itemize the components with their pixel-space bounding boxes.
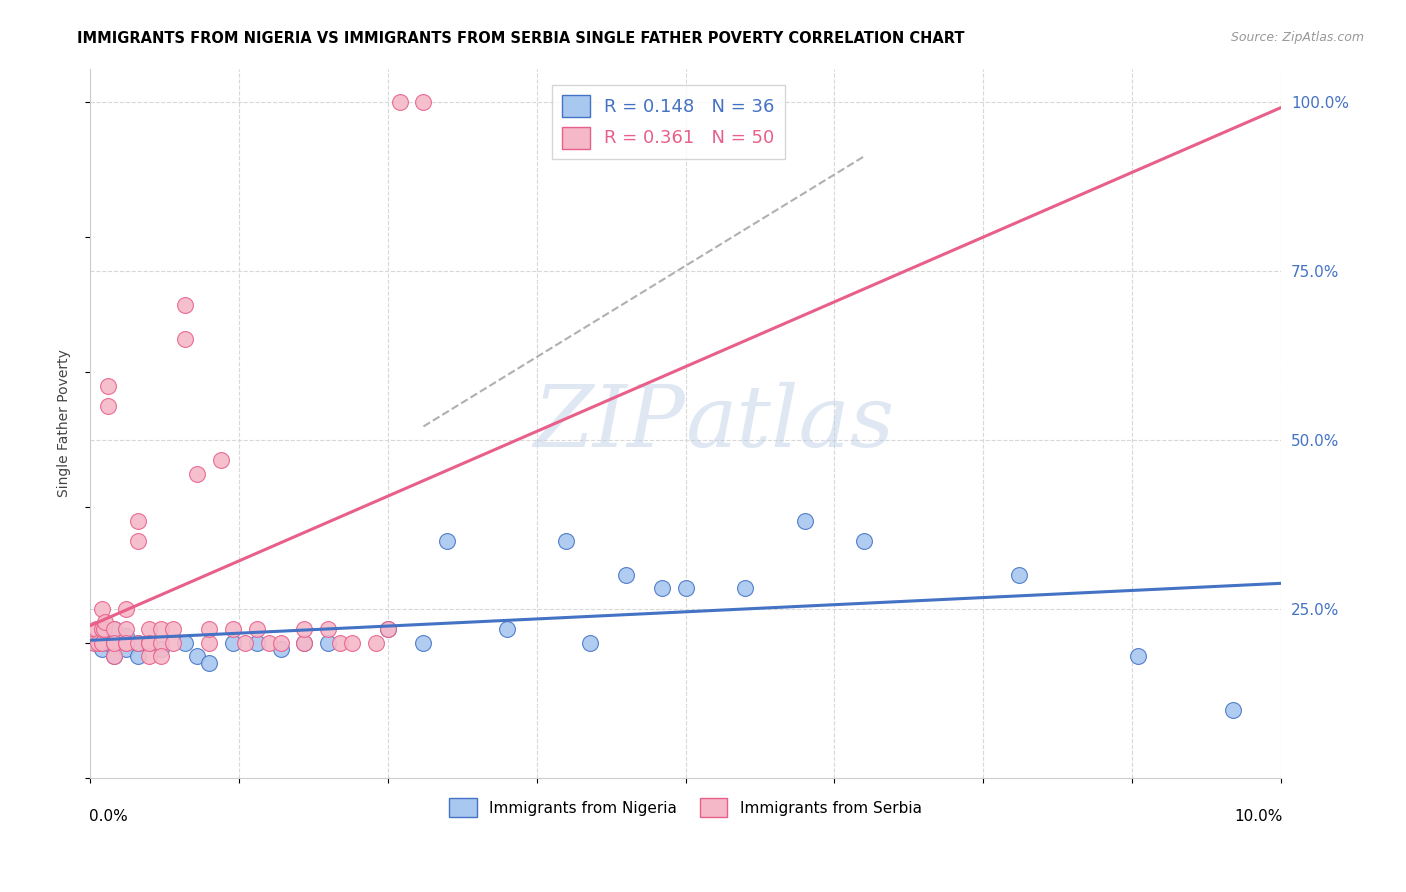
Point [97, 399, 120, 413]
Point [90, 642, 112, 657]
Point [97, 635, 120, 649]
Point [364, 635, 387, 649]
Point [174, 635, 197, 649]
Point [270, 642, 292, 657]
Point [103, 622, 125, 636]
Point [198, 635, 221, 649]
Point [138, 622, 160, 636]
Point [1222, 703, 1244, 717]
Point [198, 656, 221, 670]
Legend: R = 0.148   N = 36, R = 0.361   N = 50: R = 0.148 N = 36, R = 0.361 N = 50 [551, 85, 785, 160]
Point [174, 332, 197, 346]
Y-axis label: Single Father Poverty: Single Father Poverty [58, 349, 72, 497]
Point [127, 534, 149, 549]
Point [127, 514, 149, 528]
Point [579, 635, 602, 649]
Point [853, 534, 876, 549]
Point [1008, 568, 1031, 582]
Point [329, 635, 352, 649]
Point [114, 642, 136, 657]
Point [614, 568, 637, 582]
Point [90, 601, 112, 615]
Point [103, 648, 125, 663]
Point [377, 622, 399, 636]
Text: atlas: atlas [686, 382, 894, 465]
Point [186, 467, 208, 481]
Point [233, 635, 256, 649]
Text: Source: ZipAtlas.com: Source: ZipAtlas.com [1230, 31, 1364, 45]
Point [222, 635, 245, 649]
Text: ZIP: ZIP [534, 382, 686, 465]
Point [150, 635, 173, 649]
Point [292, 635, 315, 649]
Point [90, 622, 112, 636]
Point [246, 622, 269, 636]
Point [316, 635, 339, 649]
Point [209, 453, 232, 467]
Point [90, 629, 112, 643]
Point [84, 622, 107, 636]
Point [114, 635, 136, 649]
Point [150, 642, 173, 657]
Text: IMMIGRANTS FROM NIGERIA VS IMMIGRANTS FROM SERBIA SINGLE FATHER POVERTY CORRELAT: IMMIGRANTS FROM NIGERIA VS IMMIGRANTS FR… [77, 31, 965, 46]
Point [103, 635, 125, 649]
Point [257, 635, 280, 649]
Point [93, 622, 115, 636]
Point [83, 635, 105, 649]
Point [138, 635, 160, 649]
Point [316, 622, 339, 636]
Point [174, 298, 197, 312]
Point [87, 635, 110, 649]
Point [340, 635, 363, 649]
Point [555, 534, 578, 549]
Point [114, 601, 136, 615]
Point [114, 622, 136, 636]
Point [150, 622, 173, 636]
Point [412, 95, 434, 110]
Point [162, 635, 184, 649]
Point [292, 635, 315, 649]
Point [127, 648, 149, 663]
Point [1128, 648, 1150, 663]
Point [84, 635, 107, 649]
Point [127, 635, 149, 649]
Point [246, 635, 269, 649]
Point [114, 635, 136, 649]
Point [651, 582, 673, 596]
Point [793, 514, 815, 528]
Point [138, 648, 160, 663]
Point [436, 534, 458, 549]
Point [198, 622, 221, 636]
Point [127, 635, 149, 649]
Point [734, 582, 756, 596]
Point [377, 622, 399, 636]
Point [114, 629, 136, 643]
Text: 0.0%: 0.0% [89, 809, 128, 824]
Point [150, 648, 173, 663]
Point [103, 648, 125, 663]
Point [138, 635, 160, 649]
Point [388, 95, 411, 110]
Point [292, 622, 315, 636]
Point [138, 635, 160, 649]
Point [675, 582, 697, 596]
Point [94, 615, 117, 630]
Point [222, 622, 245, 636]
Point [270, 635, 292, 649]
Point [103, 622, 125, 636]
Point [103, 635, 125, 649]
Text: 10.0%: 10.0% [1234, 809, 1282, 824]
Point [90, 635, 112, 649]
Point [97, 379, 120, 393]
Point [495, 622, 517, 636]
Point [103, 635, 125, 649]
Point [186, 648, 208, 663]
Point [412, 635, 434, 649]
Point [162, 622, 184, 636]
